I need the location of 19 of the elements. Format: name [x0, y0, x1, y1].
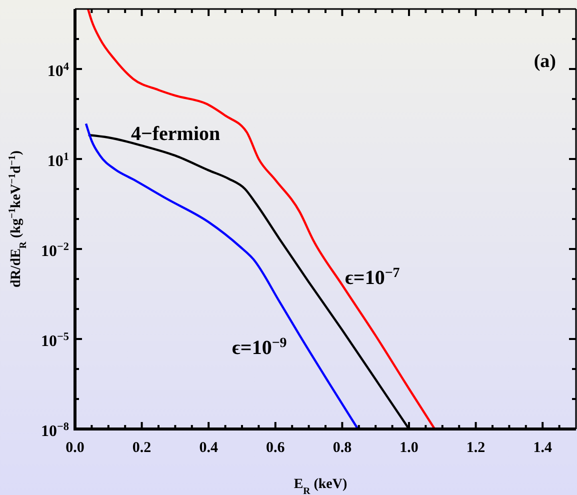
- line-series: [86, 9, 436, 429]
- y-tick-label: 10$^{4}$: [47, 61, 70, 80]
- x-tick-label: 1.4: [533, 440, 552, 456]
- x-tick-label: 1.0: [400, 440, 418, 456]
- x-tick-label: 0.8: [332, 440, 352, 456]
- x-tick-label: 0.0: [66, 440, 84, 456]
- y-tick-label: 10$^{−8}$: [41, 421, 70, 440]
- y-tick-label: 10$^{−2}$: [41, 241, 70, 260]
- series-label: ϵ=10$^{−9}$: [232, 336, 287, 359]
- y-tick-label: 10$^{−5}$: [41, 331, 70, 350]
- y-tick-label: 10$^{1}$: [47, 151, 70, 170]
- x-tick-label: 0.4: [199, 440, 218, 456]
- x-tick-label: 1.2: [466, 440, 486, 456]
- series-label: 4−fermion: [131, 123, 220, 145]
- series-label: ϵ=10$^{−7}$: [345, 266, 400, 289]
- x-axis-title: E$_{R}$ (keV): [294, 477, 348, 495]
- x-tick-label: 0.2: [132, 440, 152, 456]
- x-tick-label: 0.6: [266, 440, 286, 456]
- annotation: (a): [534, 51, 556, 72]
